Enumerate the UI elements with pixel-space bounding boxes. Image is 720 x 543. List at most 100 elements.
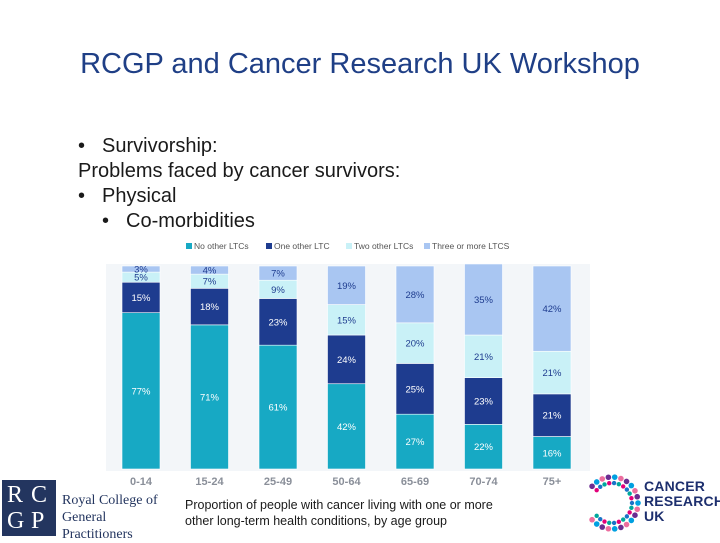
bar-segment xyxy=(532,393,572,437)
data-label: 27% xyxy=(405,437,425,448)
legend-swatch xyxy=(266,243,272,249)
bar-segment xyxy=(395,322,435,364)
tick-band xyxy=(178,471,241,489)
bullet-dot: • xyxy=(78,135,86,157)
logo-dot xyxy=(589,483,595,490)
tick-band xyxy=(452,471,515,489)
bullet-comorbidities: • Co-morbidities xyxy=(78,209,400,234)
logo-dot xyxy=(605,474,612,481)
tick-band xyxy=(315,471,378,489)
bullet-list: • Survivorship: Problems faced by cancer … xyxy=(78,134,400,234)
logo-dot xyxy=(635,500,641,506)
logo-dot xyxy=(632,512,638,519)
logo-dot xyxy=(611,474,618,480)
logo-dot xyxy=(599,524,606,530)
bar-segment xyxy=(532,265,572,352)
logo-dot xyxy=(602,519,607,524)
logo-dot xyxy=(616,519,622,524)
data-label: 21% xyxy=(542,368,562,379)
logo-dot xyxy=(598,484,603,490)
data-label: 15% xyxy=(337,315,357,326)
rcgp-name-line-1: Royal College of xyxy=(62,493,158,508)
data-label: 28% xyxy=(405,290,425,301)
bullet-text: Co-morbidities xyxy=(126,210,255,232)
data-label: 24% xyxy=(337,355,357,366)
logo-dot xyxy=(607,520,612,526)
logo-dot xyxy=(624,487,630,492)
bar-segment xyxy=(258,298,298,346)
rcgp-letter: P xyxy=(31,508,45,534)
logo-dot xyxy=(611,520,617,526)
slide-title: RCGP and Cancer Research UK Workshop xyxy=(80,48,640,80)
data-label: 4% xyxy=(203,266,217,277)
x-tick-label: 65-69 xyxy=(401,476,429,488)
logo-dot xyxy=(629,495,634,501)
bar-segment xyxy=(327,383,366,470)
cruk-line-1: CANCER xyxy=(644,478,706,494)
bar-segment xyxy=(327,304,366,336)
logo-dot xyxy=(593,479,600,485)
bullet-physical: • Physical xyxy=(78,184,400,209)
data-label: 61% xyxy=(268,403,288,414)
data-label: 42% xyxy=(337,422,357,433)
bar-segment xyxy=(464,377,503,425)
data-label: 35% xyxy=(474,295,494,306)
logo-dot xyxy=(627,510,632,515)
bar-segment xyxy=(121,265,161,273)
logo-dot xyxy=(627,491,632,496)
data-label: 22% xyxy=(474,442,494,453)
tick-band xyxy=(384,471,446,489)
logo-dot xyxy=(620,484,626,489)
rcgp-letter: G xyxy=(7,508,25,534)
logo-dot xyxy=(628,517,635,524)
bar-segment xyxy=(258,344,298,470)
bullet-survivorship: • Survivorship: xyxy=(78,134,400,159)
bar-segment xyxy=(395,265,435,324)
logo-dot xyxy=(623,521,630,528)
cruk-line-3: UK xyxy=(644,508,665,524)
bullet-dot: • xyxy=(102,210,110,232)
rcgp-name: Royal College of General Practitioners xyxy=(62,492,178,543)
logo-dot xyxy=(599,476,606,482)
logo-dot xyxy=(593,521,600,527)
data-label: 42% xyxy=(542,304,562,315)
bar-segment xyxy=(395,363,435,415)
logo-dot xyxy=(607,480,612,486)
logo-dot xyxy=(632,487,638,494)
rcgp-logo: R C G P Royal College of General Practit… xyxy=(0,478,178,543)
caption-line-2: other long-term health conditions, by ag… xyxy=(185,514,447,528)
legend-label: One other LTC xyxy=(274,241,330,251)
logo-dot xyxy=(628,482,635,489)
logo-dot xyxy=(624,514,630,519)
data-label: 20% xyxy=(405,339,425,350)
logo-dot xyxy=(616,482,622,487)
data-label: 7% xyxy=(271,269,285,280)
bar-segment xyxy=(464,263,503,336)
logo-dot xyxy=(611,526,618,532)
stacked-bar-chart: No other LTCs One other LTC Two other LTCs… xyxy=(106,241,590,489)
legend-label: No other LTCs xyxy=(194,241,249,251)
data-label: 18% xyxy=(200,302,220,313)
data-label: 23% xyxy=(474,396,494,407)
rcgp-letter: C xyxy=(31,482,48,508)
tick-band xyxy=(247,471,309,489)
rcgp-letter: R xyxy=(7,482,24,508)
bar-segment xyxy=(190,265,229,275)
data-label: 15% xyxy=(131,293,151,304)
logo-dot xyxy=(602,482,607,487)
logo-dot xyxy=(634,506,641,513)
bar-segment xyxy=(327,265,366,305)
data-label: 23% xyxy=(268,317,288,328)
logo-dot xyxy=(594,513,599,519)
logo-dot xyxy=(618,475,624,482)
rcgp-logo-box: R C G P xyxy=(2,480,56,536)
cruk-line-2: RESEARCH xyxy=(644,493,720,509)
data-label: 5% xyxy=(134,273,148,284)
logo-dot xyxy=(620,517,626,522)
legend-swatch xyxy=(346,243,352,249)
bar-segment xyxy=(190,324,229,470)
logo-dot xyxy=(611,480,617,486)
bar-segment xyxy=(327,334,366,385)
bullet-dot: • xyxy=(78,185,86,207)
data-label: 19% xyxy=(337,281,357,292)
